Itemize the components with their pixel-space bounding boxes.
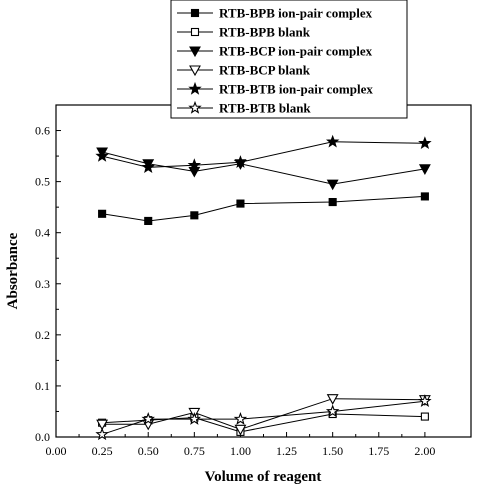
data-point <box>233 412 248 425</box>
legend-marker <box>190 27 200 37</box>
data-point <box>95 427 109 441</box>
legend-label: RTB-BTB blank <box>219 101 311 116</box>
legend-label: RTB-BCP ion-pair complex <box>219 44 373 59</box>
legend: RTB-BPB ion-pair complex RTB-BPB blank RTB… <box>170 0 408 119</box>
plot-frame <box>55 104 472 438</box>
data-point <box>418 164 431 175</box>
x-tick-label: 0.75 <box>184 444 205 458</box>
legend-label: RTB-BPB ion-pair complex <box>219 6 373 21</box>
legend-item: RTB-BCP blank <box>177 63 311 78</box>
y-tick-label: 0.1 <box>35 379 50 393</box>
x-tick-label: 2.00 <box>414 444 435 458</box>
y-tick-label: 0.2 <box>35 328 50 342</box>
data-point <box>144 216 153 225</box>
data-point <box>420 192 429 201</box>
y-axis-title: Absorbance <box>5 232 21 309</box>
data-point <box>326 179 339 191</box>
legend-marker <box>188 81 202 95</box>
series-1 <box>98 192 429 225</box>
data-point <box>234 424 247 436</box>
data-point <box>190 211 199 220</box>
x-tick-label: 1.50 <box>322 444 343 458</box>
x-tick-label: 0.50 <box>138 444 159 458</box>
series-line <box>101 400 425 435</box>
legend-marker <box>188 100 202 114</box>
legend-marker <box>189 65 201 77</box>
x-tick-label: 1.75 <box>368 444 389 458</box>
data-point <box>325 134 340 148</box>
x-tick-label: 0.25 <box>92 444 113 458</box>
legend-item: RTB-BTB blank <box>177 101 311 116</box>
x-axis-title: Volume of reagent <box>205 469 322 485</box>
series-line <box>102 195 425 222</box>
x-tick-label: 0.00 <box>46 444 67 458</box>
y-tick-label: 0.6 <box>35 124 50 138</box>
legend-item: RTB-BPB blank <box>177 25 311 40</box>
legend-marker <box>189 46 201 58</box>
series-line <box>101 151 425 185</box>
legend-box <box>170 0 408 119</box>
y-tick-label: 0.3 <box>35 277 50 291</box>
legend-label: RTB-BCP blank <box>219 63 311 78</box>
data-point <box>325 404 340 418</box>
legend-item: RTB-BTB ion-pair complex <box>177 82 373 97</box>
data-point <box>95 148 109 162</box>
data-point <box>328 197 337 207</box>
series-line <box>102 398 425 430</box>
data-point <box>141 412 155 425</box>
series-line <box>102 413 425 433</box>
data-point <box>418 136 432 150</box>
x-tick-label: 1.00 <box>230 444 251 458</box>
series-6 <box>95 394 432 441</box>
data-point <box>98 209 107 218</box>
data-point <box>233 155 248 168</box>
legend-label: RTB-BTB ion-pair complex <box>219 82 373 97</box>
data-point <box>418 394 432 407</box>
y-tick-label: 0.5 <box>35 175 50 189</box>
legend-item: RTB-BPB ion-pair complex <box>177 6 373 21</box>
series-line <box>101 141 425 168</box>
data-point <box>236 199 245 208</box>
data-point <box>420 412 429 421</box>
x-tick-label: 1.25 <box>276 444 297 458</box>
series-4 <box>96 394 431 436</box>
data-point <box>141 160 155 174</box>
y-tick-label: 0.0 <box>35 430 50 444</box>
data-point <box>96 419 109 431</box>
legend-label: RTB-BPB blank <box>219 25 311 40</box>
y-tick-label: 0.4 <box>35 226 50 240</box>
series-layer <box>95 134 432 441</box>
legend-marker <box>190 8 200 18</box>
data-point <box>326 394 339 405</box>
axis-ticks: 0.00 0.25 0.50 0.75 1.00 1.25 1.50 1.75 2.00 0.0 0… <box>35 124 435 458</box>
data-point <box>187 158 202 172</box>
series-5 <box>95 134 432 174</box>
data-point <box>187 412 202 425</box>
legend-item: RTB-BCP ion-pair complex <box>177 44 373 59</box>
